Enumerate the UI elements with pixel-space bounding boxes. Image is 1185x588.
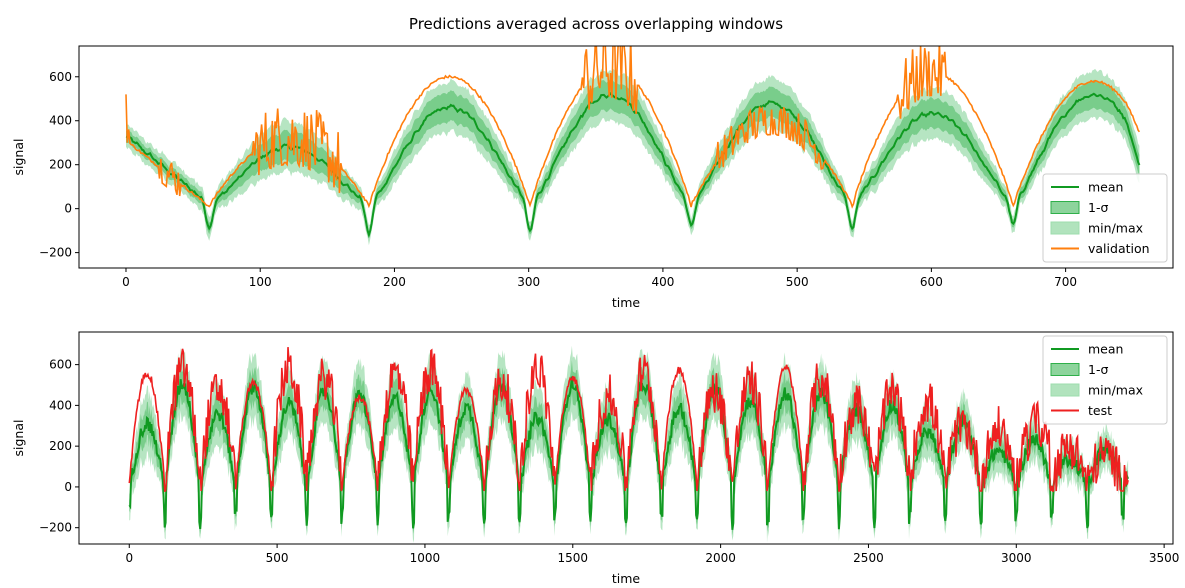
y-tick-label: 600 [49,358,72,372]
y-tick-label: −200 [39,521,72,535]
x-tick-label: 600 [920,275,943,289]
legend-sigma-swatch [1050,201,1080,214]
legend: mean 1-σ min/max test [1042,335,1168,425]
legend-label: mean [1088,342,1123,357]
x-tick-label: 400 [651,275,674,289]
x-axis-label: time [612,295,641,310]
x-tick-label: 700 [1054,275,1077,289]
axes-frame [78,331,1174,545]
y-ticks: −200 0 200 400 600 [39,70,79,260]
y-tick-label: 0 [64,202,72,216]
x-ticks: 0 100 200 300 400 500 600 700 [122,268,1077,289]
legend-label: min/max [1088,383,1143,398]
legend-sigma-swatch [1050,363,1080,376]
y-tick-label: 0 [64,480,72,494]
legend-minmax-swatch [1050,383,1080,397]
legend-minmax-swatch [1050,221,1080,235]
legend-label: 1-σ [1088,200,1108,215]
x-tick-label: 0 [122,275,130,289]
test-line [128,347,1129,492]
y-tick-label: −200 [39,246,72,260]
axes-frame [78,45,1174,269]
legend-label: mean [1088,180,1123,195]
legend-frame [1042,173,1168,263]
x-tick-label: 100 [249,275,272,289]
y-ticks: −200 0 200 400 600 [39,358,79,535]
x-tick-label: 300 [517,275,540,289]
x-tick-label: 500 [266,551,289,565]
y-tick-label: 400 [49,398,72,412]
x-tick-label: 2000 [705,551,736,565]
panel-validation: 0 100 200 300 400 500 600 700 −200 0 200 400 600 ti… [11,45,1174,310]
legend-label: min/max [1088,221,1143,236]
legend-frame [1042,335,1168,425]
x-axis-label: time [612,571,641,586]
legend: mean 1-σ min/max validation [1042,173,1168,263]
y-tick-label: 200 [49,439,72,453]
x-tick-label: 2500 [853,551,884,565]
y-tick-label: 600 [49,70,72,84]
x-tick-label: 200 [383,275,406,289]
x-tick-label: 3000 [1001,551,1032,565]
x-tick-label: 0 [125,551,133,565]
y-tick-label: 400 [49,114,72,128]
y-axis-label: signal [11,139,26,176]
legend-label: validation [1088,241,1150,256]
y-tick-label: 200 [49,158,72,172]
panel-test: 0 500 1000 1500 2000 2500 3000 3500 −200 0 200 400… [11,331,1179,586]
x-tick-label: 3500 [1149,551,1180,565]
y-axis-label: signal [11,420,26,457]
validation-line [125,46,1141,209]
minmax-band [126,68,1140,246]
x-tick-label: 1000 [410,551,441,565]
figure-title: Predictions averaged across overlapping … [409,15,783,33]
x-tick-label: 1500 [558,551,589,565]
legend-label: test [1088,403,1112,418]
x-ticks: 0 500 1000 1500 2000 2500 3000 3500 [125,544,1179,565]
legend-label: 1-σ [1088,362,1108,377]
x-tick-label: 500 [786,275,809,289]
